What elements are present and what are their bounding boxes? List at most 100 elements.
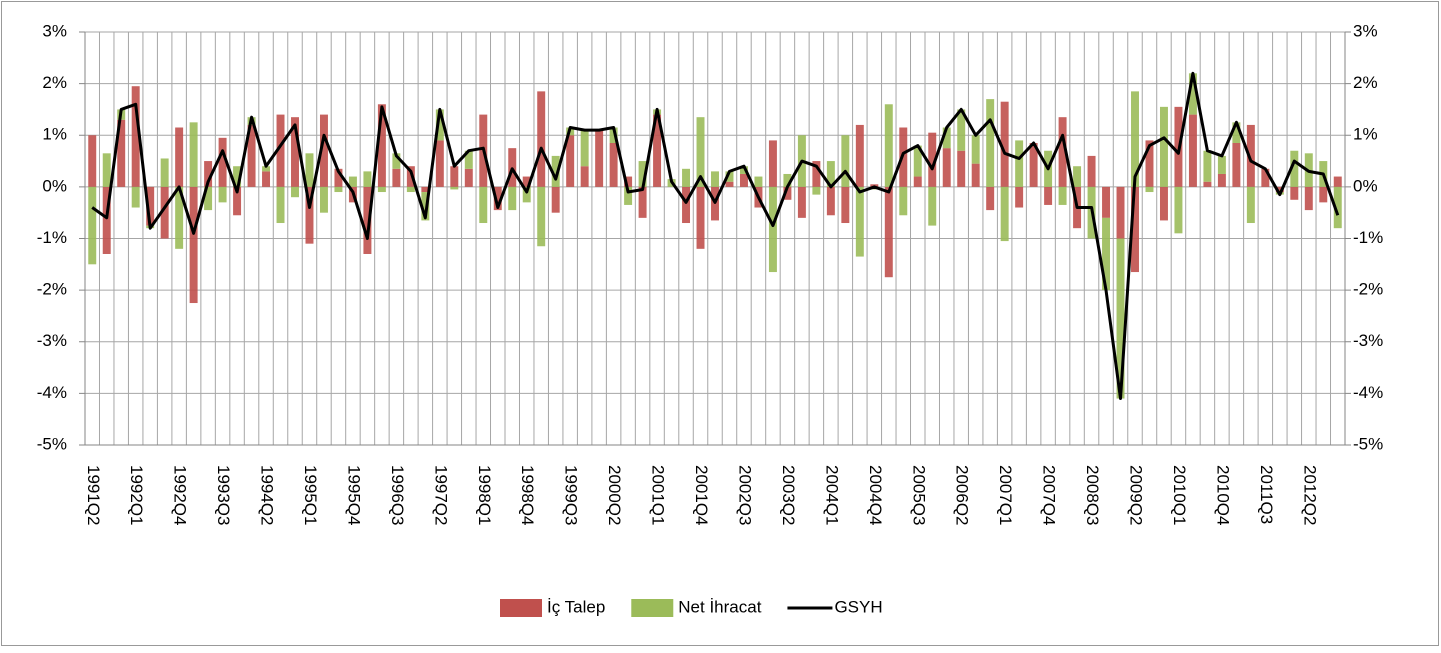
bar bbox=[768, 140, 777, 187]
bar bbox=[1304, 186, 1313, 211]
bar bbox=[218, 186, 227, 203]
bar bbox=[971, 135, 980, 164]
legend-swatch bbox=[631, 599, 674, 617]
bar bbox=[899, 186, 908, 216]
bar bbox=[1246, 124, 1255, 187]
bar bbox=[522, 176, 531, 187]
bar bbox=[1000, 186, 1009, 242]
bar bbox=[537, 186, 546, 247]
bar bbox=[146, 186, 155, 226]
bar bbox=[435, 140, 444, 187]
bar bbox=[305, 186, 314, 244]
legend-label: GSYH bbox=[834, 597, 882, 616]
bar bbox=[102, 186, 111, 254]
x-tick-label: 2010Q4 bbox=[1213, 465, 1232, 526]
x-tick-label: 2003Q2 bbox=[779, 465, 798, 526]
bar bbox=[334, 168, 343, 187]
bar bbox=[1188, 114, 1197, 187]
y2-tick-label: 0% bbox=[1353, 176, 1378, 195]
bar bbox=[537, 91, 546, 187]
bar bbox=[638, 161, 647, 187]
x-tick-label: 2000Q2 bbox=[605, 465, 624, 526]
y-tick-label: -4% bbox=[37, 383, 67, 402]
bar bbox=[175, 186, 184, 249]
bar bbox=[1145, 186, 1154, 193]
line bbox=[91, 71, 1340, 400]
x-tick-label: 1991Q2 bbox=[84, 465, 103, 526]
bar bbox=[682, 186, 691, 224]
x-tick-label: 1996Q3 bbox=[388, 465, 407, 526]
bar bbox=[450, 186, 459, 190]
x-tick-label: 2005Q3 bbox=[909, 465, 928, 526]
bar bbox=[1029, 142, 1038, 187]
bar bbox=[102, 153, 111, 187]
x-tick-label: 2010Q1 bbox=[1170, 465, 1189, 526]
bar bbox=[291, 186, 299, 198]
bar bbox=[204, 186, 213, 211]
x-tick-label: 2001Q4 bbox=[692, 465, 711, 526]
bar bbox=[1333, 186, 1342, 229]
y-tick-label: 1% bbox=[42, 125, 67, 144]
bar bbox=[493, 186, 502, 211]
bar bbox=[508, 186, 517, 211]
bar bbox=[1246, 186, 1255, 224]
bar bbox=[812, 161, 821, 187]
bar bbox=[1217, 155, 1226, 174]
bar bbox=[957, 109, 966, 151]
bar bbox=[696, 117, 705, 187]
bar bbox=[117, 119, 126, 187]
bar bbox=[957, 150, 966, 187]
y2-tick-label: -4% bbox=[1353, 383, 1383, 402]
bar bbox=[855, 186, 864, 257]
x-tick-label: 2001Q1 bbox=[649, 465, 668, 526]
y2-tick-label: -1% bbox=[1353, 228, 1383, 247]
y-tick-label: 2% bbox=[42, 73, 67, 92]
bar bbox=[276, 186, 285, 224]
bar bbox=[1102, 217, 1111, 291]
bar bbox=[783, 173, 792, 187]
bar bbox=[942, 127, 951, 149]
bar bbox=[624, 186, 633, 205]
bar bbox=[233, 186, 242, 216]
bar bbox=[1073, 166, 1082, 187]
bar bbox=[247, 124, 256, 187]
bar bbox=[363, 171, 372, 187]
x-tick-label: 2012Q2 bbox=[1300, 465, 1319, 526]
bar bbox=[406, 186, 415, 193]
bar bbox=[696, 186, 705, 249]
bar bbox=[1015, 140, 1024, 187]
bar bbox=[1275, 186, 1284, 193]
bar bbox=[551, 155, 560, 187]
bar bbox=[131, 186, 140, 208]
y2-tick-label: -3% bbox=[1353, 331, 1383, 350]
bar bbox=[392, 153, 401, 169]
bar bbox=[348, 176, 357, 187]
bar bbox=[131, 86, 140, 187]
bar bbox=[928, 132, 937, 187]
bar bbox=[855, 124, 864, 187]
x-tick-label: 2004Q1 bbox=[822, 465, 841, 526]
legend-label: İç Talep bbox=[547, 597, 605, 616]
grid bbox=[79, 31, 1351, 446]
bar bbox=[595, 130, 604, 187]
bar bbox=[1174, 186, 1183, 234]
bar bbox=[841, 186, 850, 224]
bar bbox=[1044, 186, 1053, 205]
bar bbox=[841, 135, 850, 187]
legend-label: Net İhracat bbox=[678, 597, 761, 616]
bar bbox=[609, 127, 618, 143]
bar bbox=[88, 135, 97, 187]
bar bbox=[204, 161, 213, 187]
x-tick-label: 1997Q2 bbox=[431, 465, 450, 526]
bar bbox=[1116, 186, 1125, 239]
bar bbox=[377, 104, 386, 187]
y2-tick-label: 1% bbox=[1353, 125, 1378, 144]
bar bbox=[1087, 155, 1096, 187]
bar bbox=[319, 114, 328, 187]
bar bbox=[1058, 186, 1067, 205]
bar bbox=[1131, 186, 1139, 273]
bar bbox=[986, 186, 995, 211]
bar bbox=[942, 148, 951, 187]
bar bbox=[464, 168, 473, 187]
bar bbox=[522, 186, 531, 203]
